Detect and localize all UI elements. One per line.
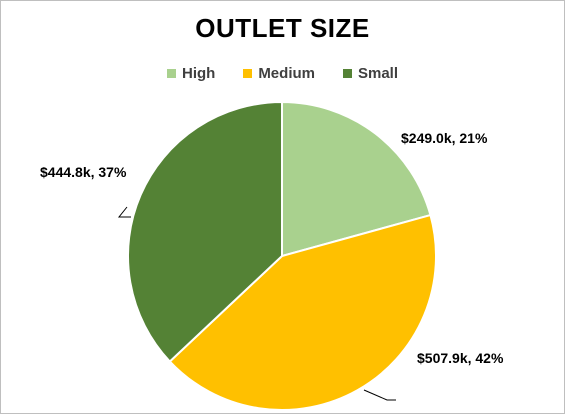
legend-swatch-high	[166, 69, 176, 78]
legend-label-small: Small	[357, 65, 399, 82]
pie-slice-small	[127, 100, 283, 363]
pie-slice-high	[281, 100, 432, 258]
legend-swatch-medium	[243, 69, 253, 78]
data-label-medium: $507.9k, 42%	[417, 350, 504, 366]
legend-label-high: High	[181, 65, 216, 82]
legend-item-high: High	[166, 65, 216, 82]
legend-item-small: Small	[342, 65, 399, 82]
leader-line-small	[117, 206, 131, 218]
chart-title: OUTLET SIZE	[195, 13, 370, 43]
legend-label-medium: Medium	[258, 65, 315, 82]
legend-swatch-small	[342, 69, 352, 78]
data-label-high: $249.0k, 21%	[401, 130, 488, 146]
pie-slice-medium	[168, 213, 437, 411]
legend-item-medium: Medium	[243, 65, 315, 82]
leader-line-medium	[363, 389, 396, 401]
data-label-small: $444.8k, 37%	[40, 164, 127, 180]
legend: High Medium Small	[1, 65, 564, 82]
